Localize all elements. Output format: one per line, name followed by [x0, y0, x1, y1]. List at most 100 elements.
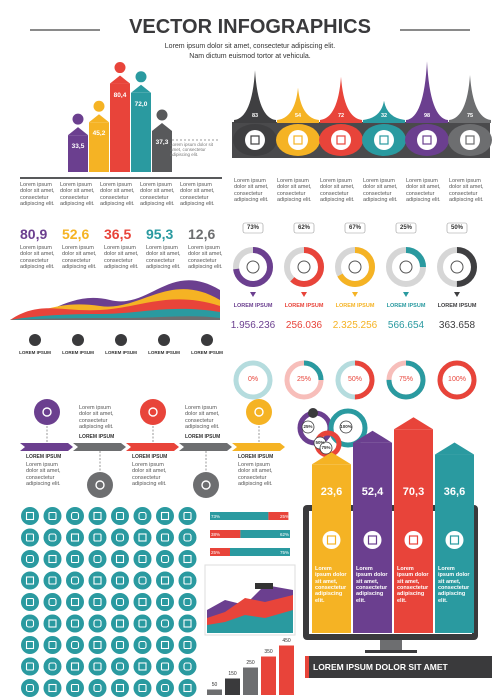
- pointer: [352, 292, 358, 297]
- icon-glyph: [115, 619, 125, 628]
- icon-circle: [156, 679, 174, 697]
- pointer: [301, 292, 307, 297]
- column: [207, 689, 222, 695]
- icon-glyph: [48, 662, 57, 671]
- icon-circle: [88, 593, 107, 611]
- tall-bar-icon: [363, 531, 382, 549]
- caption: Lorem ipsum dolor sit amet, consectetur …: [20, 245, 55, 270]
- bar: [152, 130, 172, 172]
- stream-icon: [29, 334, 41, 346]
- icon-glyph: [160, 511, 170, 521]
- peak-base: [277, 120, 319, 123]
- stream-label: LOREM IPSUM: [148, 350, 180, 355]
- ring-icon: [348, 260, 362, 274]
- icon-circle: [178, 593, 197, 611]
- value-label: 45,2: [92, 130, 106, 138]
- icon-glyph: [25, 619, 35, 628]
- footer-accent: [305, 656, 309, 678]
- mini-label: 62%: [279, 531, 289, 537]
- icon-glyph: [183, 554, 192, 564]
- icon-glyph: [93, 619, 102, 628]
- column-label: 350: [264, 648, 273, 655]
- step-text: Lorem ipsum dolor sit amet, consectetur …: [238, 462, 273, 487]
- venn-label: 25%: [303, 424, 313, 429]
- icon-glyph: [48, 597, 57, 607]
- icon-glyph: [160, 619, 170, 628]
- icon-glyph: [48, 640, 57, 650]
- icon-circle: [111, 550, 129, 568]
- step-text: Lorem ipsum dolor sit amet, consectetur …: [185, 405, 220, 430]
- progress-label: 50%: [347, 376, 362, 383]
- icon-glyph: [48, 619, 57, 628]
- mini-label: 25%: [279, 513, 289, 519]
- bar: [110, 83, 130, 172]
- percent-box: [344, 222, 366, 234]
- icon-glyph: [115, 576, 125, 585]
- icon-circle: [156, 657, 174, 676]
- icon-glyph: [93, 576, 102, 585]
- icon-circle: [43, 636, 62, 654]
- icon-circle: [21, 614, 39, 633]
- caption: Lorem ipsum dolor sit amet, consectetur …: [320, 178, 355, 203]
- icon-circle: [66, 507, 84, 525]
- icon-circle: [133, 657, 152, 676]
- icon-glyph: [183, 683, 192, 693]
- icon-circle: [66, 528, 84, 547]
- icon-glyph: [25, 640, 35, 650]
- icon-circle: [156, 614, 174, 633]
- icon-glyph: [70, 640, 80, 650]
- tall-bar-label: 52,4: [361, 486, 384, 498]
- pointer: [454, 292, 460, 297]
- percent-box: [395, 222, 417, 234]
- icon-circle: [88, 679, 107, 697]
- icon-glyph: [48, 683, 57, 693]
- icon-circle: [43, 507, 62, 525]
- percent-label: 73%: [246, 224, 259, 231]
- icon-circle: [21, 679, 39, 697]
- icon-circle: [88, 571, 107, 590]
- icon-glyph: [138, 597, 147, 607]
- icon-glyph: [70, 683, 80, 693]
- ring-icon: [297, 260, 311, 274]
- mini-bar-left: [210, 548, 230, 556]
- tall-bar-tip: [435, 442, 474, 455]
- peak: [406, 61, 448, 120]
- area-layer: [207, 610, 293, 633]
- icon-glyph: [160, 597, 170, 607]
- ring-number: 1.956.236: [230, 320, 276, 331]
- icon-circle: [156, 507, 174, 525]
- icon: [336, 135, 346, 145]
- icon-glyph: [48, 576, 57, 585]
- bar-tip: [110, 75, 130, 84]
- icon: [422, 135, 432, 145]
- value-label: 37,3: [155, 138, 169, 146]
- icon-glyph: [93, 683, 102, 693]
- icon-glyph: [183, 640, 192, 650]
- ring-arc: [386, 247, 426, 287]
- ring-number: 363.658: [438, 320, 476, 331]
- ring-heading: LOREM IPSUM: [335, 303, 375, 309]
- stream-chart: [10, 280, 220, 320]
- icon-glyph: [25, 576, 35, 585]
- icon-circle: [133, 571, 152, 590]
- ring-arc: [284, 247, 324, 287]
- pointer: [250, 292, 256, 297]
- peak: [363, 100, 405, 120]
- icon-circle: [111, 657, 129, 676]
- icon-glyph: [25, 554, 35, 564]
- icon: [379, 135, 389, 145]
- icon-glyph: [115, 640, 125, 650]
- caption: Lorem ipsum dolor sit amet, consectetur …: [277, 178, 312, 203]
- ring-number: 566.654: [387, 320, 425, 331]
- stream-icon: [72, 334, 84, 346]
- tall-bar-icon: [445, 531, 464, 549]
- step-text: Lorem ipsum dolor sit amet, consectetur …: [79, 405, 114, 430]
- stream-icon: [158, 334, 170, 346]
- peak: [320, 76, 362, 120]
- icon-circle: [156, 550, 174, 568]
- ring-heading: LOREM IPSUM: [233, 303, 273, 309]
- timeline-icon: [34, 399, 60, 425]
- area-chart: [204, 564, 296, 636]
- value-label: 75: [466, 113, 474, 119]
- caption: Lorem ipsum dolor sit amet, consectetur …: [406, 178, 441, 203]
